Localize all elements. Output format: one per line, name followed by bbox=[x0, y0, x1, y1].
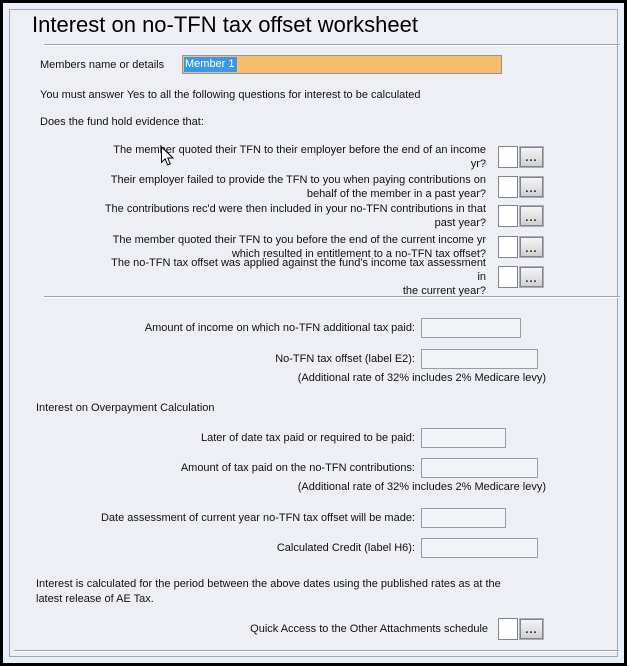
bottom-divider bbox=[14, 650, 619, 652]
calculated-credit-input[interactable] bbox=[421, 538, 538, 558]
tfn-offset-row: No-TFN tax offset (label E2): bbox=[36, 348, 538, 370]
tfn-offset-input[interactable] bbox=[421, 349, 538, 369]
overpayment-heading: Interest on Overpayment Calculation bbox=[36, 402, 215, 414]
assessment-date-label: Date assessment of current year no-TFN t… bbox=[100, 512, 415, 524]
later-date-label: Later of date tax paid or required to be… bbox=[200, 432, 415, 444]
question-1-lookup-button[interactable]: ... bbox=[519, 145, 544, 168]
income-amount-row: Amount of income on which no-TFN additio… bbox=[36, 317, 521, 339]
question-5-lookup-button[interactable]: ... bbox=[519, 266, 544, 288]
question-row-4: The member quoted their TFN to you befor… bbox=[100, 233, 544, 261]
question-1-text: The member quoted their TFN to their emp… bbox=[113, 143, 486, 170]
question-3-answer-field[interactable] bbox=[498, 205, 518, 227]
question-5-answer-field[interactable] bbox=[498, 266, 518, 288]
section-divider bbox=[44, 296, 620, 298]
question-row-3: The contributions rec'd were then includ… bbox=[100, 202, 544, 230]
rate-note-2: (Additional rate of 32% includes 2% Medi… bbox=[297, 481, 546, 493]
question-row-1: The member quoted their TFN to their emp… bbox=[100, 143, 544, 170]
calculated-credit-label: Calculated Credit (label H6): bbox=[276, 542, 415, 554]
tax-paid-input[interactable] bbox=[421, 458, 538, 478]
question-3-text: The contributions rec'd were then includ… bbox=[104, 203, 486, 229]
later-date-input[interactable] bbox=[421, 428, 506, 448]
income-amount-label: Amount of income on which no-TFN additio… bbox=[144, 322, 415, 334]
quick-access-field[interactable] bbox=[498, 617, 518, 640]
quick-access-label: Quick Access to the Other Attachments sc… bbox=[250, 622, 488, 635]
quick-access-row: Quick Access to the Other Attachments sc… bbox=[36, 617, 544, 640]
title-divider bbox=[44, 44, 620, 46]
question-row-2: Their employer failed to provide the TFN… bbox=[100, 173, 544, 201]
interest-period-note: Interest is calculated for the period be… bbox=[36, 578, 501, 605]
tax-paid-label: Amount of tax paid on the no-TFN contrib… bbox=[180, 462, 415, 474]
rate-note-1: (Additional rate of 32% includes 2% Medi… bbox=[297, 372, 546, 384]
question-4-lookup-button[interactable]: ... bbox=[519, 236, 544, 258]
assessment-date-row: Date assessment of current year no-TFN t… bbox=[36, 507, 506, 529]
evidence-heading: Does the fund hold evidence that: bbox=[40, 116, 204, 128]
member-name-input[interactable]: Member 1 bbox=[182, 55, 502, 74]
question-2-lookup-button[interactable]: ... bbox=[519, 176, 544, 198]
member-name-label: Members name or details bbox=[40, 58, 165, 71]
question-1-answer-field[interactable] bbox=[498, 145, 518, 168]
tax-paid-row: Amount of tax paid on the no-TFN contrib… bbox=[36, 457, 538, 479]
question-row-5: The no-TFN tax offset was applied agains… bbox=[100, 257, 544, 297]
question-4-answer-field[interactable] bbox=[498, 236, 518, 258]
question-2-text: Their employer failed to provide the TFN… bbox=[110, 174, 486, 200]
quick-access-lookup-button[interactable]: ... bbox=[519, 617, 544, 640]
member-name-row: Members name or details Member 1 bbox=[40, 54, 520, 75]
question-5-text: The no-TFN tax offset was applied agains… bbox=[111, 257, 486, 297]
question-3-lookup-button[interactable]: ... bbox=[519, 205, 544, 227]
income-amount-input[interactable] bbox=[421, 318, 521, 338]
calculated-credit-row: Calculated Credit (label H6): bbox=[36, 537, 538, 559]
answer-instruction-text: You must answer Yes to all the following… bbox=[40, 89, 421, 101]
question-2-answer-field[interactable] bbox=[498, 176, 518, 198]
assessment-date-input[interactable] bbox=[421, 508, 506, 528]
member-name-selected-text: Member 1 bbox=[184, 57, 237, 72]
page-title: Interest on no-TFN tax offset worksheet bbox=[32, 12, 418, 37]
question-4-text: The member quoted their TFN to you befor… bbox=[112, 234, 486, 260]
later-date-row: Later of date tax paid or required to be… bbox=[36, 427, 506, 449]
worksheet-panel: Interest on no-TFN tax offset worksheet … bbox=[9, 9, 620, 657]
tfn-offset-label: No-TFN tax offset (label E2): bbox=[275, 353, 415, 365]
